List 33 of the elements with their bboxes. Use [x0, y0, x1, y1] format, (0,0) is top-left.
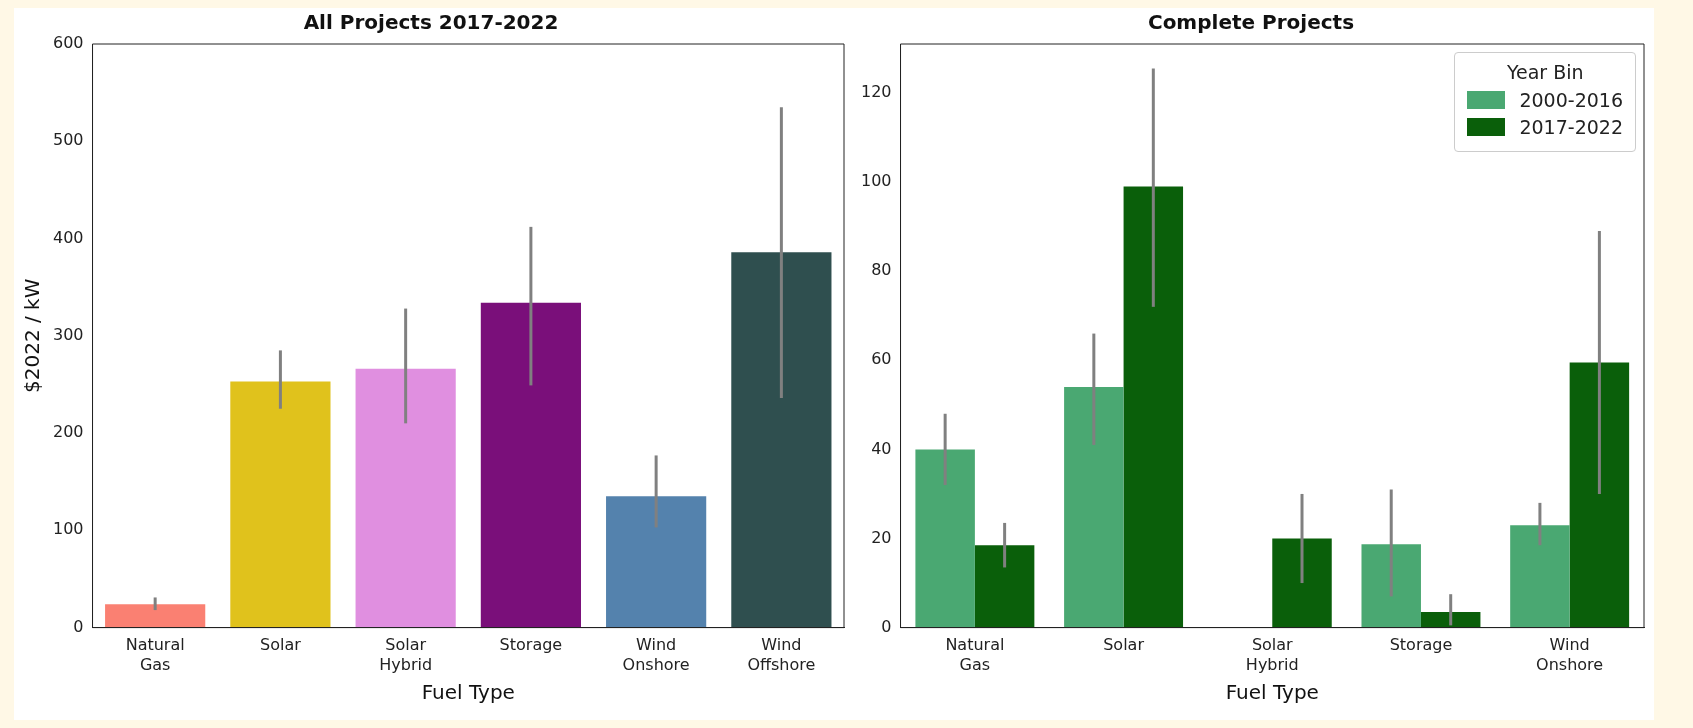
y-tick-label: 0 [73, 616, 84, 636]
y-tick-label: 80 [871, 260, 892, 280]
x-tick-label: Natural Gas [125, 635, 185, 674]
y-tick-label: 100 [52, 519, 84, 539]
x-tick-label: Wind Onshore [1536, 635, 1604, 674]
chart-title: All Projects 2017-2022 [303, 10, 559, 35]
x-tick-label: Storage [499, 635, 563, 655]
y-tick-label: 200 [52, 422, 84, 442]
x-tick-label: Solar [260, 635, 302, 655]
y-tick-label: 0 [881, 616, 892, 636]
x-tick-label: Solar [1103, 635, 1145, 655]
y-tick-label: 40 [871, 438, 892, 458]
y-tick-label: 20 [871, 527, 892, 547]
y-tick-label: 300 [52, 324, 84, 344]
x-tick-label: Wind Onshore [622, 635, 690, 674]
x-axis-title: Fuel Type [421, 680, 515, 705]
y-axis-title: $2022 / kW [20, 278, 45, 394]
y-tick-label: 500 [52, 130, 84, 150]
x-tick-label: Natural Gas [945, 635, 1005, 674]
legend-label: 2017-2022 [1519, 116, 1623, 138]
x-axis-title: Fuel Type [1225, 680, 1319, 705]
x-tick-label: Wind Offshore [747, 635, 816, 674]
x-tick-label: Storage [1389, 635, 1453, 655]
y-tick-label: 400 [52, 227, 84, 247]
y-tick-label: 600 [52, 33, 84, 53]
y-tick-label: 60 [871, 349, 892, 369]
x-tick-label: Solar Hybrid [1245, 635, 1299, 674]
y-tick-label: 100 [860, 171, 892, 191]
chart-title: Complete Projects [1147, 10, 1355, 35]
y-tick-label: 120 [860, 82, 892, 102]
x-tick-label: Solar Hybrid [379, 635, 433, 674]
legend-title: Year Bin [1505, 61, 1585, 83]
legend-label: 2000-2016 [1519, 89, 1623, 111]
